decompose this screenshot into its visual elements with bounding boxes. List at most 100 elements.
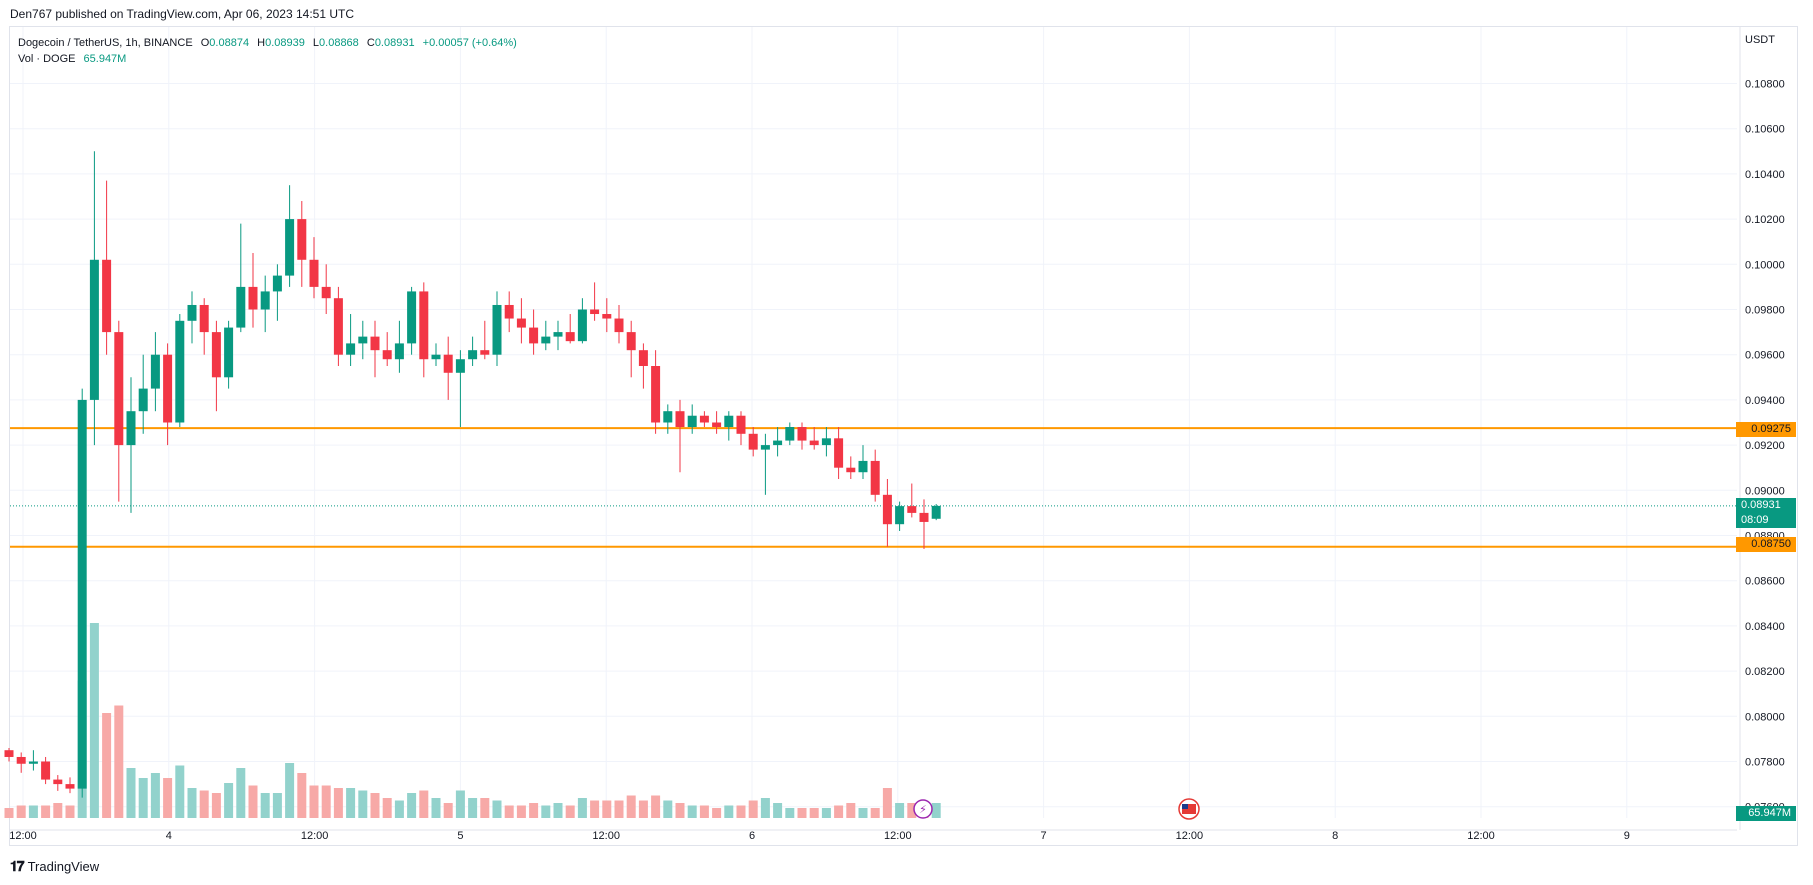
- candle-body: [407, 291, 417, 344]
- volume-bar: [480, 798, 490, 818]
- x-tick-label: 12:00: [1467, 830, 1495, 842]
- candle-body: [309, 259, 319, 287]
- volume-bar: [492, 800, 502, 818]
- flag-canton: [1182, 804, 1188, 809]
- candle-body: [626, 332, 636, 351]
- y-tick-label: 0.08400: [1745, 621, 1785, 633]
- volume-bar: [870, 808, 880, 818]
- candle-body: [748, 433, 758, 450]
- chart-frame: [9, 26, 1798, 846]
- volume-bar: [4, 808, 14, 818]
- volume-bar: [614, 800, 624, 818]
- candle-body: [529, 327, 539, 344]
- candle-body: [797, 427, 807, 441]
- candle-body: [468, 350, 478, 360]
- volume-bar: [333, 788, 343, 818]
- dividend-event-icon: [913, 799, 933, 819]
- candle-body: [163, 354, 173, 423]
- legend-volume-value: 65.947M: [83, 53, 127, 65]
- volume-bar: [89, 623, 99, 818]
- level-lower-badge: 0.08750: [1736, 537, 1796, 552]
- candle-body: [504, 304, 514, 319]
- volume-bar: [407, 793, 417, 818]
- volume-bar: [28, 805, 38, 818]
- candle-body: [699, 415, 709, 423]
- candle-body: [175, 320, 185, 423]
- candle-body: [187, 304, 197, 321]
- candle-body: [443, 354, 453, 373]
- candle-body: [65, 784, 75, 789]
- volume-bar: [468, 798, 478, 818]
- legend-open: O0.08874: [200, 37, 250, 49]
- last-price-value: 0.08931: [1741, 499, 1781, 511]
- volume-bar: [443, 803, 453, 818]
- candle-body: [602, 314, 612, 319]
- x-tick-label: 7: [1041, 830, 1047, 842]
- volume-bar: [260, 793, 270, 818]
- candle-body: [651, 366, 661, 423]
- volume-bar: [455, 790, 465, 818]
- volume-bar: [882, 788, 892, 818]
- y-tick-label: 0.08600: [1745, 576, 1785, 588]
- x-tick-label: 12:00: [1176, 830, 1204, 842]
- candle-body: [431, 354, 441, 360]
- volume-bar: [663, 800, 673, 818]
- footer-brand[interactable]: 𝟏𝟕 TradingView: [10, 858, 99, 875]
- last-price-badge: 0.08931 08:09: [1736, 498, 1796, 528]
- candle-countdown: 08:09: [1741, 514, 1769, 526]
- volume-bar: [516, 805, 526, 818]
- volume-bar: [321, 785, 331, 818]
- volume-bar: [931, 803, 941, 818]
- candle-body: [663, 411, 673, 423]
- volume-bar: [285, 763, 295, 818]
- x-tick-label: 8: [1332, 830, 1338, 842]
- candle-body: [614, 318, 624, 333]
- y-tick-label: 0.09000: [1745, 485, 1785, 497]
- legend-symbol[interactable]: Dogecoin / TetherUS, 1h, BINANCE: [18, 37, 193, 49]
- candle-body: [28, 761, 38, 764]
- candle-body: [687, 415, 697, 428]
- volume-bar: [809, 808, 819, 818]
- candle-body: [211, 332, 221, 378]
- y-tick-label: 0.08000: [1745, 711, 1785, 723]
- volume-bar: [394, 800, 404, 818]
- x-tick-label: 12:00: [884, 830, 912, 842]
- candle-body: [675, 411, 685, 428]
- volume-bar: [834, 805, 844, 818]
- candle-body: [346, 343, 356, 355]
- volume-bar: [858, 808, 868, 818]
- x-tick-label: 9: [1624, 830, 1630, 842]
- candle-body: [89, 259, 99, 400]
- volume-bar: [712, 808, 722, 818]
- volume-bar: [638, 800, 648, 818]
- candle-body: [907, 506, 917, 513]
- candle-body: [77, 399, 87, 789]
- candle-body: [53, 779, 63, 785]
- volume-bar: [346, 788, 356, 818]
- candle-body: [565, 332, 575, 342]
- legend-high: H0.08939: [257, 37, 305, 49]
- candle-body: [102, 259, 112, 333]
- volume-bar: [272, 793, 282, 818]
- legend-change: +0.00057 (+0.64%): [422, 37, 517, 49]
- volume-bar: [211, 793, 221, 818]
- volume-bar: [382, 798, 392, 818]
- candle-body: [248, 286, 258, 310]
- volume-bar: [736, 805, 746, 818]
- volume-bar: [577, 798, 587, 818]
- candle-body: [382, 350, 392, 360]
- x-tick-label: 5: [457, 830, 463, 842]
- x-tick-label: 4: [166, 830, 172, 842]
- volume-bar: [163, 778, 173, 818]
- candle-body: [553, 332, 563, 337]
- candle-body: [41, 761, 51, 780]
- volume-badge: 65.947M: [1736, 806, 1796, 821]
- candle-body: [370, 336, 380, 351]
- volume-bar: [224, 783, 234, 818]
- x-tick-label: 12:00: [301, 830, 329, 842]
- volume-bar: [529, 803, 539, 818]
- candle-body: [590, 309, 600, 315]
- legend-volume-label[interactable]: Vol · DOGE: [18, 53, 76, 65]
- volume-bar: [187, 788, 197, 818]
